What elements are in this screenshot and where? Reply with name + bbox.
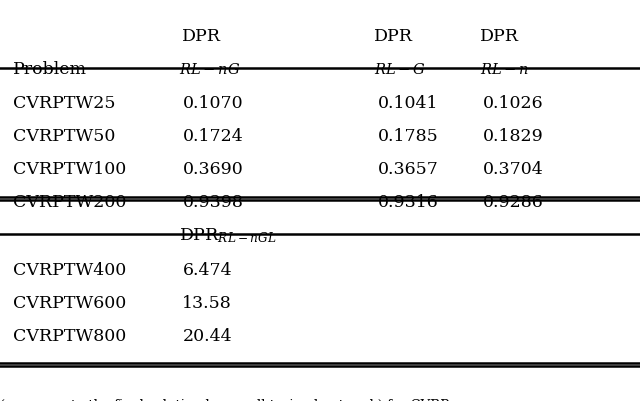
Text: 0.1070: 0.1070 [182,95,243,112]
Text: 0.3690: 0.3690 [182,161,243,178]
Text: 0.3657: 0.3657 [378,161,438,178]
Text: (converge to the final solution by a well trained network) for CVRP: (converge to the final solution by a wel… [0,398,449,401]
Text: 0.9398: 0.9398 [182,194,243,211]
Text: 0.1829: 0.1829 [483,128,544,145]
Text: 0.1041: 0.1041 [378,95,438,112]
Text: $RL-nG$: $RL-nG$ [179,61,241,77]
Text: 0.1785: 0.1785 [378,128,438,145]
Text: 0.9316: 0.9316 [378,194,438,211]
Text: 6.474: 6.474 [182,261,232,278]
Text: DPR: DPR [374,28,413,45]
Text: 0.1724: 0.1724 [182,128,243,145]
Text: CVRPTW25: CVRPTW25 [13,95,115,112]
Text: 0.1026: 0.1026 [483,95,544,112]
Text: DPR: DPR [480,28,519,45]
Text: DPR: DPR [182,28,221,45]
Text: 0.3704: 0.3704 [483,161,544,178]
Text: CVRPTW50: CVRPTW50 [13,128,115,145]
Text: DPR$_{\mathit{RL-nGL}}$: DPR$_{\mathit{RL-nGL}}$ [179,226,277,244]
Text: Problem: Problem [13,61,87,77]
Text: 20.44: 20.44 [182,327,232,344]
Text: CVRPTW200: CVRPTW200 [13,194,126,211]
Text: 0.9286: 0.9286 [483,194,544,211]
Text: CVRPTW800: CVRPTW800 [13,327,126,344]
Text: CVRPTW400: CVRPTW400 [13,261,126,278]
Text: CVRPTW100: CVRPTW100 [13,161,126,178]
Text: CVRPTW600: CVRPTW600 [13,294,126,311]
Text: $RL-G$: $RL-G$ [374,61,426,77]
Text: 13.58: 13.58 [182,294,232,311]
Text: $RL-n$: $RL-n$ [480,61,529,77]
